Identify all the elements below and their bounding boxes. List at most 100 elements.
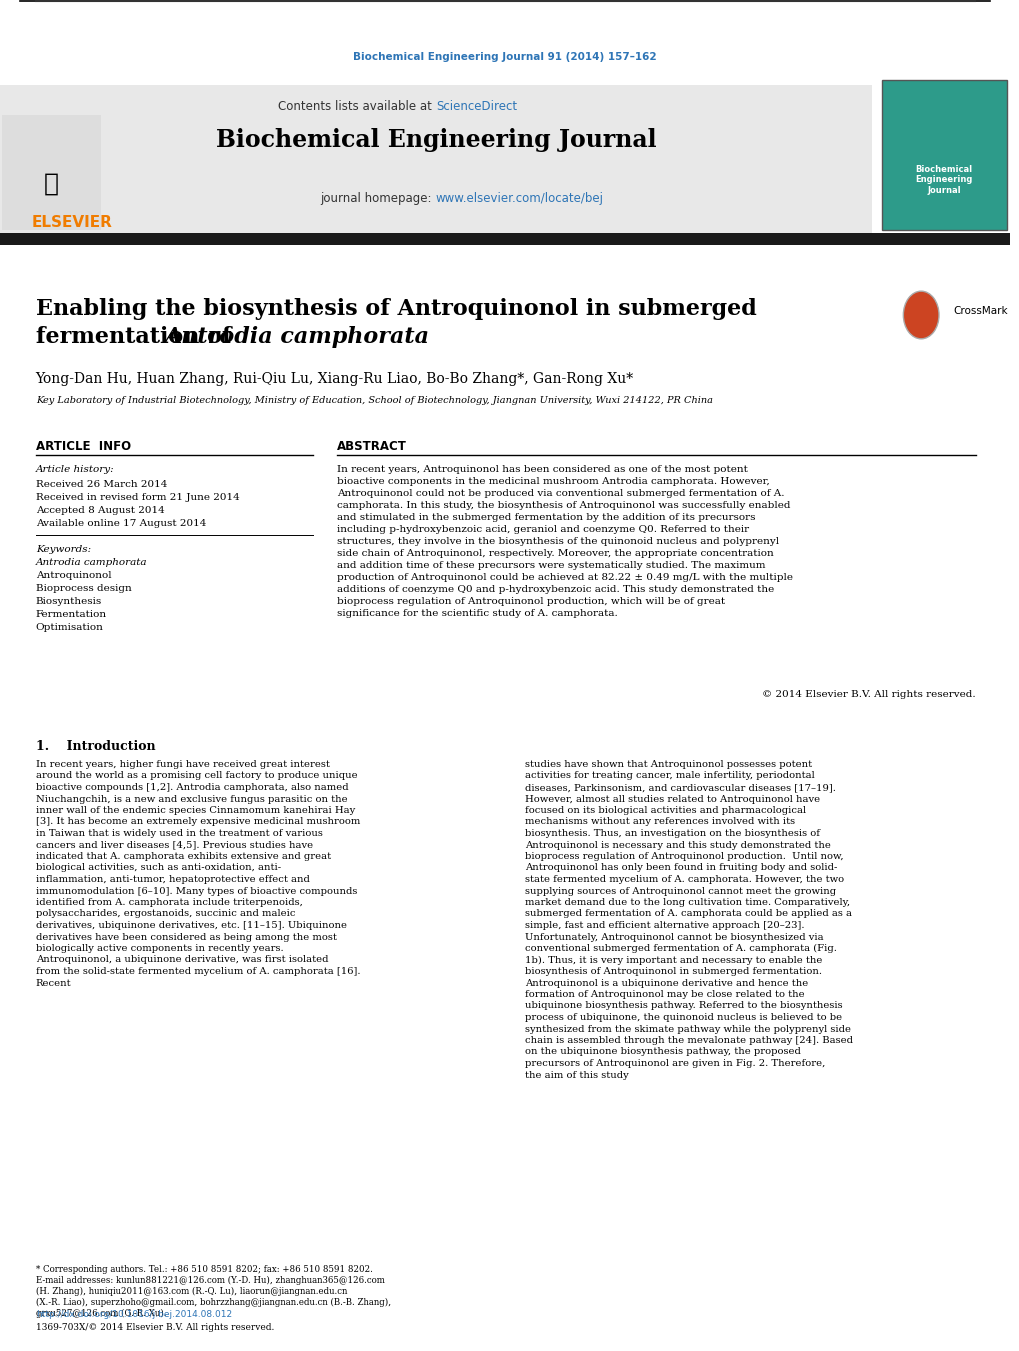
Text: focused on its biological activities and pharmacological: focused on its biological activities and…	[525, 807, 805, 815]
Text: conventional submerged fermentation of A. camphorata (Fig.: conventional submerged fermentation of A…	[525, 944, 836, 952]
Text: biosynthesis. Thus, an investigation on the biosynthesis of: biosynthesis. Thus, an investigation on …	[525, 830, 819, 838]
Text: Antrodia camphorata: Antrodia camphorata	[164, 326, 429, 349]
Bar	[880, 80, 1007, 230]
Text: grxu527@126.com (G.-R. Xu).: grxu527@126.com (G.-R. Xu).	[36, 1309, 166, 1319]
Text: inflammation, anti-tumor, hepatoprotective effect and: inflammation, anti-tumor, hepatoprotecti…	[36, 875, 309, 884]
Text: inner wall of the endemic species Cinnamomum kanehirai Hay: inner wall of the endemic species Cinnam…	[36, 807, 355, 815]
Text: process of ubiquinone, the quinonoid nucleus is believed to be: process of ubiquinone, the quinonoid nuc…	[525, 1013, 842, 1021]
Text: In recent years, Antroquinonol has been considered as one of the most potent: In recent years, Antroquinonol has been …	[336, 465, 747, 474]
Text: E-mail addresses: kunlun881221@126.com (Y.-D. Hu), zhanghuan365@126.com: E-mail addresses: kunlun881221@126.com (…	[36, 1275, 384, 1285]
Text: formation of Antroquinonol may be close related to the: formation of Antroquinonol may be close …	[525, 990, 804, 998]
Text: state fermented mycelium of A. camphorata. However, the two: state fermented mycelium of A. camphorat…	[525, 875, 844, 884]
Text: Antroquinonol has only been found in fruiting body and solid-: Antroquinonol has only been found in fru…	[525, 863, 837, 873]
Text: Antroquinonol is a ubiquinone derivative and hence the: Antroquinonol is a ubiquinone derivative…	[525, 978, 807, 988]
Text: biological activities, such as anti-oxidation, anti-: biological activities, such as anti-oxid…	[36, 863, 280, 873]
Text: including p-hydroxybenzoic acid, geraniol and coenzyme Q0. Referred to their: including p-hydroxybenzoic acid, geranio…	[336, 526, 748, 534]
Text: Antroquinonol is necessary and this study demonstrated the: Antroquinonol is necessary and this stud…	[525, 840, 830, 850]
Text: (H. Zhang), huniqiu2011@163.com (R.-Q. Lu), liaorun@jiangnan.edu.cn: (H. Zhang), huniqiu2011@163.com (R.-Q. L…	[36, 1288, 346, 1296]
Text: additions of coenzyme Q0 and p-hydroxybenzoic acid. This study demonstrated the: additions of coenzyme Q0 and p-hydroxybe…	[336, 585, 773, 594]
Text: bioactive components in the medicinal mushroom Antrodia camphorata. However,: bioactive components in the medicinal mu…	[336, 477, 768, 486]
Text: mechanisms without any references involved with its: mechanisms without any references involv…	[525, 817, 795, 827]
Text: cancers and liver diseases [4,5]. Previous studies have: cancers and liver diseases [4,5]. Previo…	[36, 840, 313, 850]
Bar	[2, 115, 101, 230]
Text: journal homepage:: journal homepage:	[320, 192, 435, 205]
Text: diseases, Parkinsonism, and cardiovascular diseases [17–19].: diseases, Parkinsonism, and cardiovascul…	[525, 784, 835, 792]
Text: around the world as a promising cell factory to produce unique: around the world as a promising cell fac…	[36, 771, 357, 781]
Text: and addition time of these precursors were systematically studied. The maximum: and addition time of these precursors we…	[336, 561, 764, 570]
Text: derivatives have been considered as being among the most: derivatives have been considered as bein…	[36, 932, 336, 942]
Text: immunomodulation [6–10]. Many types of bioactive compounds: immunomodulation [6–10]. Many types of b…	[36, 886, 357, 896]
Text: market demand due to the long cultivation time. Comparatively,: market demand due to the long cultivatio…	[525, 898, 849, 907]
Text: synthesized from the skimate pathway while the polyprenyl side: synthesized from the skimate pathway whi…	[525, 1024, 850, 1034]
Text: 1369-703X/© 2014 Elsevier B.V. All rights reserved.: 1369-703X/© 2014 Elsevier B.V. All right…	[36, 1323, 274, 1332]
Bar	[0, 232, 1010, 245]
Text: in Taiwan that is widely used in the treatment of various: in Taiwan that is widely used in the tre…	[36, 830, 322, 838]
Text: bioprocess regulation of Antroquinonol production, which will be of great: bioprocess regulation of Antroquinonol p…	[336, 597, 725, 607]
Text: activities for treating cancer, male infertility, periodontal: activities for treating cancer, male inf…	[525, 771, 814, 781]
Text: supplying sources of Antroquinonol cannot meet the growing: supplying sources of Antroquinonol canno…	[525, 886, 836, 896]
Text: Biosynthesis: Biosynthesis	[36, 597, 102, 607]
Text: Yong-Dan Hu, Huan Zhang, Rui-Qiu Lu, Xiang-Ru Liao, Bo-Bo Zhang*, Gan-Rong Xu*: Yong-Dan Hu, Huan Zhang, Rui-Qiu Lu, Xia…	[36, 372, 633, 386]
Text: Keywords:: Keywords:	[36, 544, 91, 554]
Text: on the ubiquinone biosynthesis pathway, the proposed: on the ubiquinone biosynthesis pathway, …	[525, 1047, 800, 1056]
Text: Antroquinonol, a ubiquinone derivative, was first isolated: Antroquinonol, a ubiquinone derivative, …	[36, 955, 328, 965]
Text: Available online 17 August 2014: Available online 17 August 2014	[36, 519, 206, 528]
Text: structures, they involve in the biosynthesis of the quinonoid nucleus and polypr: structures, they involve in the biosynth…	[336, 536, 779, 546]
Text: © 2014 Elsevier B.V. All rights reserved.: © 2014 Elsevier B.V. All rights reserved…	[761, 690, 975, 698]
Text: In recent years, higher fungi have received great interest: In recent years, higher fungi have recei…	[36, 761, 329, 769]
Text: the aim of this study: the aim of this study	[525, 1070, 628, 1079]
Text: submerged fermentation of A. camphorata could be applied as a: submerged fermentation of A. camphorata …	[525, 909, 851, 919]
Text: Antroquinonol could not be produced via conventional submerged fermentation of A: Antroquinonol could not be produced via …	[336, 489, 784, 499]
Text: Accepted 8 August 2014: Accepted 8 August 2014	[36, 507, 164, 515]
Text: Biochemical Engineering Journal 91 (2014) 157–162: Biochemical Engineering Journal 91 (2014…	[353, 51, 656, 62]
Text: bioactive compounds [1,2]. Antrodia camphorata, also named: bioactive compounds [1,2]. Antrodia camp…	[36, 784, 347, 792]
Text: biosynthesis of Antroquinonol in submerged fermentation.: biosynthesis of Antroquinonol in submerg…	[525, 967, 821, 975]
Text: fermentation of: fermentation of	[36, 326, 238, 349]
Text: Biochemical Engineering Journal: Biochemical Engineering Journal	[215, 128, 655, 153]
Text: derivatives, ubiquinone derivatives, etc. [11–15]. Ubiquinone: derivatives, ubiquinone derivatives, etc…	[36, 921, 346, 929]
Text: CrossMark: CrossMark	[952, 305, 1007, 316]
Text: Received 26 March 2014: Received 26 March 2014	[36, 480, 167, 489]
Text: Received in revised form 21 June 2014: Received in revised form 21 June 2014	[36, 493, 239, 503]
Text: (X.-R. Liao), superzhoho@gmail.com, bohrzzhang@jiangnan.edu.cn (B.-B. Zhang),: (X.-R. Liao), superzhoho@gmail.com, bohr…	[36, 1298, 390, 1308]
Text: significance for the scientific study of A. camphorata.: significance for the scientific study of…	[336, 609, 616, 617]
Bar	[0, 85, 871, 240]
Text: ELSEVIER: ELSEVIER	[32, 215, 112, 230]
Text: Biochemical
Engineering
Journal: Biochemical Engineering Journal	[914, 165, 972, 195]
Text: Antrodia camphorata: Antrodia camphorata	[36, 558, 147, 567]
Text: 1.    Introduction: 1. Introduction	[36, 740, 155, 753]
Text: biologically active components in recently years.: biologically active components in recent…	[36, 944, 283, 952]
Text: Unfortunately, Antroquinonol cannot be biosynthesized via: Unfortunately, Antroquinonol cannot be b…	[525, 932, 822, 942]
Text: However, almost all studies related to Antroquinonol have: However, almost all studies related to A…	[525, 794, 819, 804]
Text: precursors of Antroquinonol are given in Fig. 2. Therefore,: precursors of Antroquinonol are given in…	[525, 1059, 824, 1069]
Text: Recent: Recent	[36, 978, 71, 988]
Text: ARTICLE  INFO: ARTICLE INFO	[36, 440, 130, 453]
Text: * Corresponding authors. Tel.: +86 510 8591 8202; fax: +86 510 8591 8202.: * Corresponding authors. Tel.: +86 510 8…	[36, 1265, 372, 1274]
Text: indicated that A. camphorata exhibits extensive and great: indicated that A. camphorata exhibits ex…	[36, 852, 330, 861]
Text: ABSTRACT: ABSTRACT	[336, 440, 407, 453]
Text: simple, fast and efficient alternative approach [20–23].: simple, fast and efficient alternative a…	[525, 921, 804, 929]
Text: 1b). Thus, it is very important and necessary to enable the: 1b). Thus, it is very important and nece…	[525, 955, 821, 965]
Text: production of Antroquinonol could be achieved at 82.22 ± 0.49 mg/L with the mult: production of Antroquinonol could be ach…	[336, 573, 792, 582]
Text: studies have shown that Antroquinonol possesses potent: studies have shown that Antroquinonol po…	[525, 761, 811, 769]
Text: bioprocess regulation of Antroquinonol production.  Until now,: bioprocess regulation of Antroquinonol p…	[525, 852, 843, 861]
Text: identified from A. camphorata include triterpenoids,: identified from A. camphorata include tr…	[36, 898, 303, 907]
Circle shape	[903, 292, 938, 339]
Text: Niuchangchih, is a new and exclusive fungus parasitic on the: Niuchangchih, is a new and exclusive fun…	[36, 794, 346, 804]
Text: camphorata. In this study, the biosynthesis of Antroquinonol was successfully en: camphorata. In this study, the biosynthe…	[336, 501, 790, 509]
Text: Contents lists available at: Contents lists available at	[278, 100, 435, 113]
Text: Enabling the biosynthesis of Antroquinonol in submerged: Enabling the biosynthesis of Antroquinon…	[36, 299, 756, 320]
Text: www.elsevier.com/locate/bej: www.elsevier.com/locate/bej	[435, 192, 603, 205]
Text: 🌳: 🌳	[44, 172, 59, 196]
Text: Optimisation: Optimisation	[36, 623, 104, 632]
Text: Bioprocess design: Bioprocess design	[36, 584, 131, 593]
Text: side chain of Antroquinonol, respectively. Moreover, the appropriate concentrati: side chain of Antroquinonol, respectivel…	[336, 549, 772, 558]
Text: Article history:: Article history:	[36, 465, 114, 474]
Text: Antroquinonol: Antroquinonol	[36, 571, 111, 580]
Text: polysaccharides, ergostanoids, succinic and maleic: polysaccharides, ergostanoids, succinic …	[36, 909, 294, 919]
Text: Fermentation: Fermentation	[36, 611, 107, 619]
Text: ubiquinone biosynthesis pathway. Referred to the biosynthesis: ubiquinone biosynthesis pathway. Referre…	[525, 1001, 842, 1011]
Text: Key Laboratory of Industrial Biotechnology, Ministry of Education, School of Bio: Key Laboratory of Industrial Biotechnolo…	[36, 396, 712, 405]
Text: from the solid-state fermented mycelium of A. camphorata [16].: from the solid-state fermented mycelium …	[36, 967, 360, 975]
Text: and stimulated in the submerged fermentation by the addition of its precursors: and stimulated in the submerged fermenta…	[336, 513, 754, 521]
